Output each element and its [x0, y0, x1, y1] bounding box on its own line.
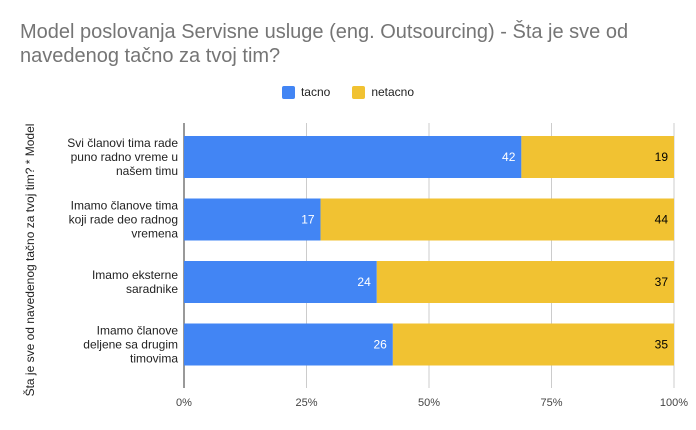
- data-label-tacno: 24: [357, 275, 371, 289]
- category-label-line: puno radno vreme u: [71, 150, 178, 164]
- data-label-netacno: 37: [655, 275, 669, 289]
- category-label-line: Imamo članove tima: [71, 199, 179, 213]
- bar-tacno: [184, 261, 377, 303]
- x-tick-label: 50%: [418, 397, 440, 409]
- x-tick-label: 100%: [660, 397, 688, 409]
- data-label-tacno: 26: [373, 338, 387, 352]
- legend: tacno netacno: [0, 84, 696, 100]
- bar-tacno: [184, 198, 321, 241]
- data-label-netacno: 35: [655, 338, 669, 352]
- legend-label-tacno: tacno: [300, 85, 331, 99]
- category-label-line: vremena: [131, 227, 178, 241]
- legend-item-tacno[interactable]: tacno: [281, 85, 331, 99]
- bar-netacno: [320, 198, 674, 241]
- category-label: Imamo eksterne saradnike: [92, 268, 178, 296]
- category-label-line: timovima: [130, 352, 178, 366]
- data-label-tacno: 17: [301, 213, 315, 227]
- category-label-line: Svi članovi tima rade: [67, 136, 178, 150]
- category-label-line: saradnike: [126, 282, 178, 296]
- category-label-line: koji rade deo radnog: [69, 213, 178, 227]
- bar-netacno: [376, 261, 674, 303]
- bar-tacno: [184, 136, 522, 178]
- category-label-line: deljene sa drugim: [83, 338, 178, 352]
- data-label-tacno: 42: [502, 150, 516, 164]
- category-label: Imamo članove deljene sa drugim timovima: [83, 324, 178, 366]
- data-label-netacno: 44: [655, 213, 669, 227]
- chart-title: Model poslovanja Servisne usluge (eng. O…: [20, 21, 629, 67]
- category-label-line: Imamo eksterne: [92, 268, 178, 282]
- legend-swatch-tacno: [281, 85, 295, 99]
- bar-tacno: [184, 323, 393, 366]
- bar-netacno: [392, 323, 674, 366]
- category-label-line: našem timu: [116, 164, 178, 178]
- x-tick-label: 25%: [295, 397, 317, 409]
- x-tick-label: 75%: [540, 397, 562, 409]
- legend-item-netacno[interactable]: netacno: [352, 85, 414, 99]
- category-label-line: Imamo članove: [97, 324, 179, 338]
- legend-label-netacno: netacno: [371, 85, 415, 99]
- category-label: Imamo članove tima koji rade deo radnog vr…: [69, 199, 179, 241]
- x-tick-label: 0%: [176, 397, 192, 409]
- legend-swatch-netacno: [352, 85, 366, 99]
- bar-netacno: [521, 136, 674, 178]
- data-label-netacno: 19: [655, 150, 669, 164]
